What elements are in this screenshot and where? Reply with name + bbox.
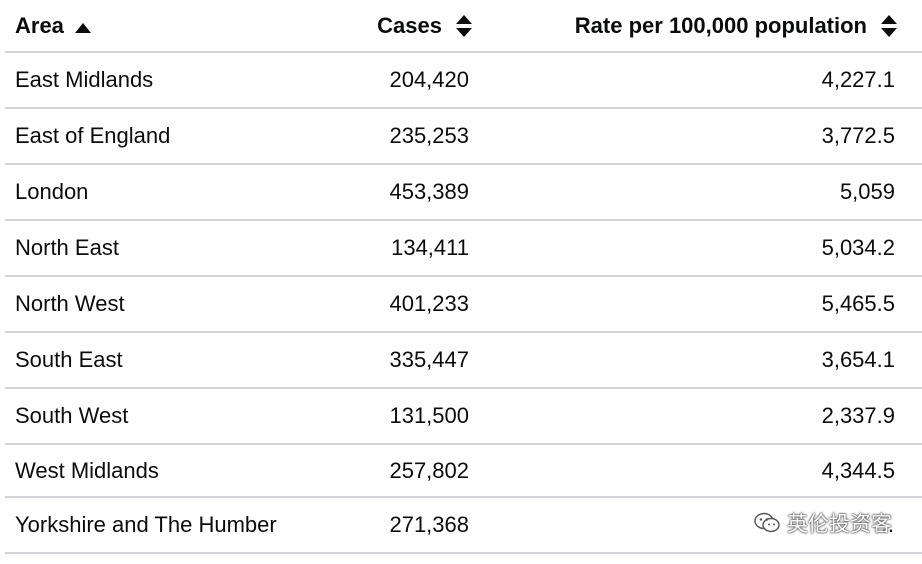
table-row: South West 131,500 2,337.9	[5, 389, 922, 445]
cell-cases: 131,500	[389, 403, 469, 428]
cell-rate: 4,344.5	[821, 457, 895, 483]
sort-both-icon[interactable]	[456, 14, 472, 38]
cell-rate: 2,337.9	[821, 403, 895, 428]
cell-cases: 134,411	[391, 235, 469, 260]
cell-area: East Midlands	[15, 67, 154, 92]
cell-rate: 3,772.5	[821, 123, 895, 148]
cell-area: West Midlands	[15, 457, 159, 483]
cell-area: East of England	[15, 123, 171, 148]
cell-area: South West	[15, 403, 129, 428]
column-header-area[interactable]: Area	[15, 0, 92, 51]
watermark-text: 英伦投资客	[787, 512, 892, 536]
column-header-cases[interactable]: Cases	[377, 0, 472, 51]
cell-area: North East	[15, 235, 119, 260]
cell-area: South East	[15, 347, 123, 372]
column-header-cases-label: Cases	[377, 12, 442, 38]
cell-cases: 453,389	[389, 179, 469, 204]
table-row: East Midlands 204,420 4,227.1	[5, 53, 922, 109]
cell-cases: 335,447	[389, 347, 469, 372]
table-row: West Midlands 257,802 4,344.5	[5, 445, 922, 498]
cell-area: London	[15, 179, 89, 204]
column-header-rate[interactable]: Rate per 100,000 population	[575, 0, 897, 51]
wechat-icon	[753, 511, 781, 535]
table-row: North East 134,411 5,034.2	[5, 221, 922, 277]
cell-rate: 4,227.1	[821, 67, 895, 92]
table-row: South East 335,447 3,654.1	[5, 333, 922, 389]
cell-cases: 257,802	[389, 457, 469, 483]
sort-ascending-icon[interactable]	[74, 15, 92, 33]
cell-cases: 204,420	[389, 67, 469, 92]
cell-cases: 235,253	[389, 123, 469, 148]
cell-cases: 271,368	[389, 512, 469, 537]
cell-rate: 5,034.2	[821, 235, 895, 260]
cell-area: North West	[15, 291, 125, 316]
cell-rate: 3,654.1	[821, 347, 895, 372]
cell-cases: 401,233	[389, 291, 469, 316]
table-row: North West 401,233 5,465.5	[5, 277, 922, 333]
table-row: London 453,389 5,059	[5, 165, 922, 221]
table-row: Yorkshire and The Humber 271,368 …	[5, 498, 922, 554]
cell-rate: 5,059	[839, 179, 895, 204]
sort-both-icon[interactable]	[881, 14, 897, 38]
table-row: East of England 235,253 3,772.5	[5, 109, 922, 165]
watermark: 英伦投资客	[753, 508, 892, 538]
column-header-rate-label: Rate per 100,000 population	[574, 12, 867, 38]
cell-area: Yorkshire and The Humber	[15, 512, 277, 537]
column-header-area-label: Area	[15, 12, 64, 38]
cell-rate: 5,465.5	[821, 291, 895, 316]
cell-rate: …	[873, 512, 895, 537]
table-header: Area Cases Rate per 100,000 population	[5, 0, 922, 53]
